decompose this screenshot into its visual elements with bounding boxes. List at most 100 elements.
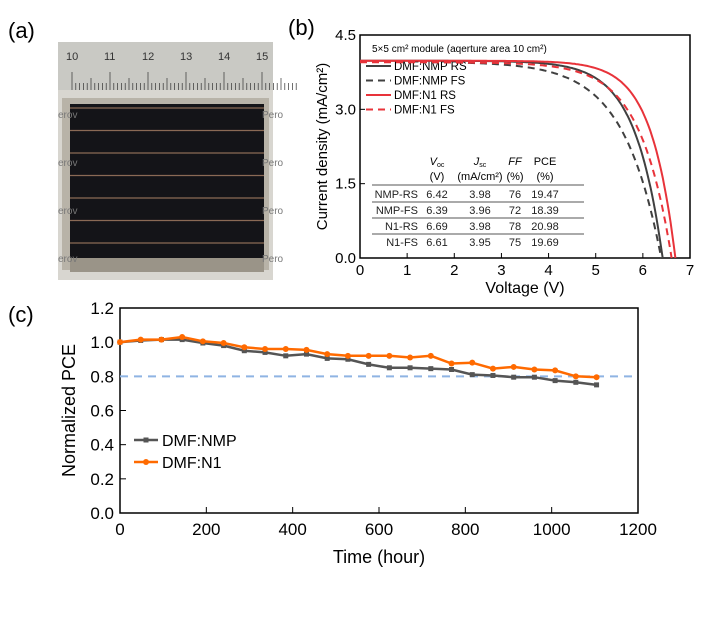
data-point: [428, 366, 434, 372]
table-cell: 19.69: [531, 237, 559, 249]
data-point: [386, 365, 392, 371]
data-point: [510, 363, 517, 370]
photo-text: Pero: [262, 206, 284, 217]
x-tick-label: 0: [356, 262, 364, 279]
data-point: [324, 355, 330, 361]
data-point: [427, 352, 434, 359]
data-point: [262, 349, 268, 355]
table-cell: 3.95: [469, 237, 490, 249]
x-tick-label: 1: [403, 262, 411, 279]
table-cell: N1-RS: [385, 221, 418, 233]
data-point: [593, 374, 600, 381]
legend-marker: [143, 437, 149, 443]
photo-text: erov: [58, 206, 77, 217]
y-tick-label: 1.5: [335, 176, 356, 193]
data-point: [283, 353, 289, 359]
photo-text: erov: [58, 158, 77, 169]
data-point: [345, 356, 351, 362]
photo-text: Pero: [262, 110, 284, 121]
x-tick-label: 200: [192, 520, 220, 539]
data-point: [262, 346, 269, 352]
table-header-unit: (%): [536, 171, 553, 183]
x-tick-label: 1000: [533, 520, 571, 539]
data-point: [469, 359, 476, 366]
module-busbar: [70, 258, 264, 272]
ruler-tick-label: 12: [142, 51, 154, 63]
ruler-tick-label: 14: [218, 51, 230, 63]
plot-c-frame: [119, 307, 639, 514]
y-tick-label: 0.0: [335, 250, 356, 267]
table-header-unit: (V): [430, 171, 445, 183]
table-header: PCE: [534, 156, 557, 168]
x-tick-label: 1200: [619, 520, 657, 539]
panel-label-c: (c): [8, 302, 34, 327]
ruler-tick-label: 11: [104, 51, 115, 63]
table-header: Voc: [430, 156, 445, 169]
table-cell: NMP-FS: [376, 205, 418, 217]
series-line-1: [119, 335, 597, 379]
photo-text: erov: [58, 254, 77, 265]
jv-curve-3: [360, 61, 673, 259]
data-point: [407, 354, 414, 361]
table-cell: NMP-RS: [375, 189, 418, 201]
x-tick-label: 4: [544, 262, 552, 279]
table-cell: 6.69: [426, 221, 447, 233]
table-cell: 75: [509, 237, 521, 249]
data-point: [511, 374, 517, 380]
y-tick-label: 4.5: [335, 27, 356, 44]
data-point: [552, 367, 559, 374]
x-tick-label: 0: [115, 520, 124, 539]
table-header-subscript: sc: [479, 162, 487, 169]
x-axis-label: Voltage (V): [485, 280, 564, 297]
ruler-tick-label: 13: [180, 51, 192, 63]
data-point: [137, 336, 144, 343]
legend-label: DMF:NMP: [162, 433, 237, 450]
y-tick-label: 0.8: [90, 367, 114, 386]
data-point: [490, 372, 496, 378]
data-point: [407, 365, 413, 371]
data-point: [552, 378, 558, 384]
x-tick-label: 6: [639, 262, 647, 279]
data-point: [469, 372, 475, 378]
data-point: [365, 352, 372, 359]
y-axis-label: Current density (mA/cm²): [314, 63, 331, 231]
data-point: [303, 346, 310, 353]
x-tick-label: 7: [686, 262, 694, 279]
ruler: [58, 42, 273, 90]
data-point: [179, 334, 186, 341]
photo-text: Pero: [262, 254, 284, 265]
x-tick-label: 400: [278, 520, 306, 539]
data-point: [199, 338, 206, 345]
data-point: [386, 352, 393, 359]
data-point: [241, 348, 247, 354]
y-axis-label: Normalized PCE: [59, 344, 79, 477]
table-cell: 6.39: [426, 205, 447, 217]
y-tick-label: 1.2: [90, 299, 114, 318]
x-axis-label: Time (hour): [333, 547, 425, 567]
plot-b-frame: [359, 34, 691, 259]
table-cell: 3.98: [469, 221, 490, 233]
table-header-subscript: oc: [437, 162, 445, 169]
legend-label: DMF:N1 RS: [394, 90, 456, 102]
data-point: [531, 374, 537, 380]
y-tick-label: 0.2: [90, 470, 114, 489]
series-line-0: [119, 338, 597, 387]
panel-label-b: (b): [288, 15, 315, 40]
table-header: FF: [508, 156, 523, 168]
table-cell: 72: [509, 205, 521, 217]
module-active-area: [70, 104, 264, 258]
table-header-unit: (mA/cm²): [457, 171, 502, 183]
table-header: Jsc: [473, 156, 487, 169]
legend-marker: [143, 459, 149, 465]
x-tick-label: 5: [592, 262, 600, 279]
photo-text: erov: [58, 110, 77, 121]
legend-label: DMF:N1: [162, 455, 222, 472]
table-cell: 3.98: [469, 189, 490, 201]
photo-text: Pero: [262, 158, 284, 169]
legend-label: DMF:NMP RS: [394, 61, 467, 73]
table-header-unit: (%): [506, 171, 523, 183]
data-point: [324, 351, 331, 358]
x-tick-label: 2: [450, 262, 458, 279]
